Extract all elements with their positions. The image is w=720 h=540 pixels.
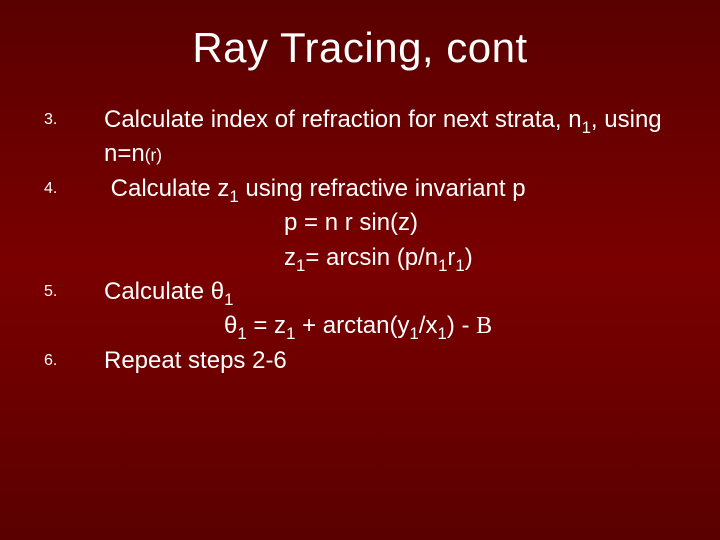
list-text: Calculate θ1 bbox=[104, 276, 680, 308]
list-row: 5Calculate θ1 bbox=[40, 276, 680, 308]
list-row: n=n(r) bbox=[40, 138, 680, 170]
list-number: 3 bbox=[40, 104, 104, 136]
list-number: 6 bbox=[40, 345, 104, 377]
list-text: θ1 = z1 + arctan(y1/x1) - B bbox=[104, 310, 680, 342]
slide-body: 3Calculate index of refraction for next … bbox=[40, 104, 680, 377]
list-row: 6Repeat steps 2-6 bbox=[40, 345, 680, 377]
slide-title: Ray Tracing, cont bbox=[40, 24, 680, 72]
list-text: n=n(r) bbox=[104, 138, 680, 170]
list-row: z1= arcsin (p/n1r1) bbox=[40, 242, 680, 274]
list-text: Repeat steps 2-6 bbox=[104, 345, 680, 377]
list-row: θ1 = z1 + arctan(y1/x1) - B bbox=[40, 310, 680, 342]
list-row: 3Calculate index of refraction for next … bbox=[40, 104, 680, 136]
list-text: p = n r sin(z) bbox=[104, 207, 680, 239]
list-number: 4 bbox=[40, 173, 104, 205]
list-row: 4 Calculate z1 using refractive invarian… bbox=[40, 173, 680, 205]
list-row: p = n r sin(z) bbox=[40, 207, 680, 239]
list-number: 5 bbox=[40, 276, 104, 308]
list-text: Calculate z1 using refractive invariant … bbox=[104, 173, 680, 205]
list-text: Calculate index of refraction for next s… bbox=[104, 104, 680, 136]
slide: Ray Tracing, cont 3Calculate index of re… bbox=[0, 0, 720, 540]
list-text: z1= arcsin (p/n1r1) bbox=[104, 242, 680, 274]
